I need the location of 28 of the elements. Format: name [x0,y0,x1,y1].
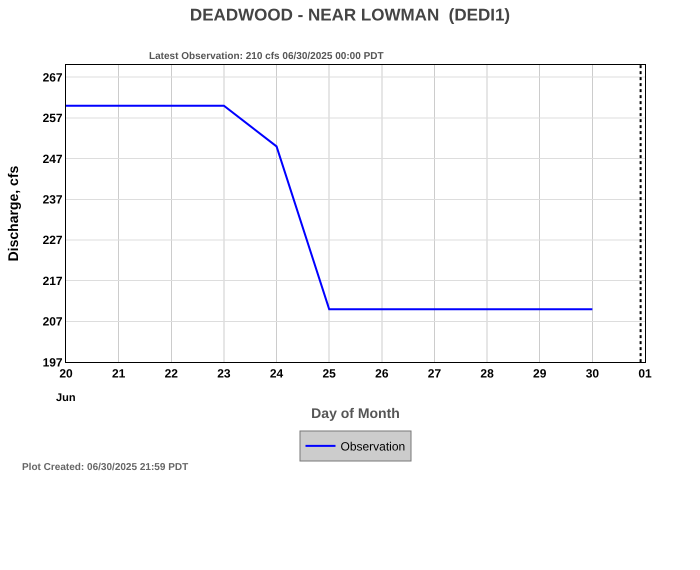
x-tick-label: 01 [638,366,652,381]
x-tick-label: 22 [164,366,178,381]
x-tick-label: 20 [59,366,73,381]
y-tick-label: 237 [42,192,63,207]
y-tick-label: 217 [42,274,63,288]
chart-title: DEADWOOD - NEAR LOWMAN (DEDI1) [190,5,510,24]
y-tick-label: 257 [42,111,63,126]
legend-label: Observation [340,440,406,454]
y-tick-label: 207 [42,314,63,329]
y-tick-label: 197 [42,355,63,370]
x-tick-label: 25 [322,366,336,381]
x-tick-label: 29 [533,366,547,381]
y-tick-label: 267 [42,70,63,84]
x-tick-label: 23 [217,366,231,381]
y-tick-label: 227 [42,233,63,248]
y-axis-title: Discharge, cfs [5,166,22,262]
x-tick-label: 30 [586,366,600,381]
x-tick-label: 28 [480,366,494,381]
y-tick-label: 247 [42,152,63,166]
x-tick-label: 27 [428,366,442,381]
chart-subtitle: Latest Observation: 210 cfs 06/30/2025 00:00 PDT [149,51,384,62]
text: Plot Created: 06/30/2025 21:59 PDT [22,462,188,473]
x-tick-label: 21 [112,366,126,381]
x-axis-title: Day of Month [311,404,400,421]
x-tick-label: 26 [375,366,389,381]
line-series [66,104,594,310]
x-tick-label: 24 [270,366,284,381]
text: Jun [56,392,76,404]
